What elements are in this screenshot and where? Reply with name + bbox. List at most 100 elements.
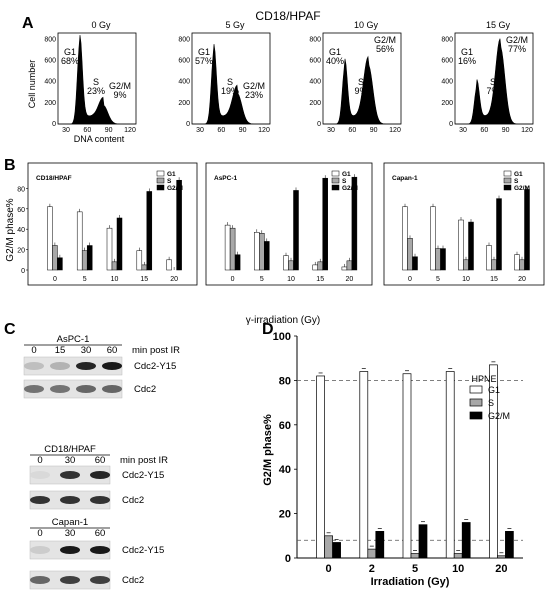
blot-time-label: 15 <box>55 345 66 356</box>
chart-title: Capan-1 <box>392 175 418 182</box>
x-tick-label: 10 <box>452 563 464 575</box>
bar <box>351 176 358 271</box>
bar <box>519 259 525 271</box>
bar <box>106 227 113 271</box>
histogram-xtick: 30 <box>62 127 70 134</box>
blot-band <box>30 496 50 504</box>
histogram-xtick: 90 <box>239 127 247 134</box>
panel-d-xlabel: Irradiation (Gy) <box>371 576 450 588</box>
y-tick-label: 40 <box>279 464 291 476</box>
legend-label: G1 <box>514 171 523 178</box>
chart-ytick: 0 <box>21 268 25 275</box>
histogram-g1-label: G1 40% <box>326 47 344 66</box>
blot-band <box>24 362 44 370</box>
histogram-ytick: 0 <box>52 121 56 128</box>
y-tick-label: 60 <box>279 420 291 432</box>
blot-band-label: Cdc2-Y15 <box>122 545 164 556</box>
blot-band <box>90 546 110 554</box>
chart-xtick: 5 <box>436 276 440 283</box>
histogram-dose-label: 5 Gy <box>225 20 245 30</box>
panel-c-western-blots: AsPC-10 15 30 60 min post IRCdc2-Y15Cdc2CD18… <box>23 334 180 590</box>
blot-band-label: Cdc2-Y15 <box>134 361 176 372</box>
bar <box>445 371 455 559</box>
chart-xtick: 15 <box>490 276 498 283</box>
chart-xtick: 15 <box>316 276 324 283</box>
y-tick-label: 0 <box>285 553 291 565</box>
bar <box>346 260 353 271</box>
panel-b-xlabel: γ-irradiation (Gy) <box>246 315 320 326</box>
legend-swatch <box>469 385 483 394</box>
histogram-curve <box>323 55 401 125</box>
legend-label: G2/M <box>488 411 510 421</box>
legend-swatch <box>503 170 512 177</box>
bar <box>486 245 492 271</box>
x-tick-label: 5 <box>412 563 418 575</box>
chart-xtick: 0 <box>53 276 57 283</box>
bar <box>461 522 471 559</box>
histogram-xtick: 120 <box>258 127 270 134</box>
bar <box>264 241 270 271</box>
bar <box>317 261 323 271</box>
legend-label: G1 <box>488 385 500 395</box>
legend-swatch <box>156 184 165 191</box>
histogram-ytick: 0 <box>186 121 190 128</box>
bar <box>489 364 498 559</box>
bar <box>224 224 231 271</box>
histogram-ytick: 200 <box>44 100 56 107</box>
chart-frame <box>383 162 545 286</box>
histogram-2: 0 200 400 600 800 30 60 90 120 10 Gy G1 40% S 9% G2/M 5… <box>309 20 402 134</box>
bar <box>312 264 318 271</box>
histogram-g1-label: G1 68% <box>61 47 79 66</box>
bar <box>359 371 369 559</box>
chart-xtick: 0 <box>408 276 412 283</box>
blot-band <box>102 362 122 370</box>
bar <box>86 245 93 271</box>
bar <box>288 260 294 271</box>
blot-band-label: Cdc2 <box>122 495 144 506</box>
histogram-xtick: 120 <box>521 127 533 134</box>
bar <box>412 256 418 271</box>
bar <box>234 254 241 271</box>
histogram-xtick: 120 <box>389 127 401 134</box>
blot-time-label: 30 <box>81 345 92 356</box>
legend-label: G2/M <box>167 185 183 192</box>
blot-time-label: 30 <box>65 528 76 539</box>
blot-band <box>76 362 96 370</box>
bar <box>254 232 260 271</box>
bar <box>463 259 469 271</box>
histogram-g2m-label: G2/M 77% <box>506 35 528 54</box>
histogram-ytick: 600 <box>178 58 190 65</box>
chart-xtick: 5 <box>83 276 87 283</box>
histogram-dose-label: 15 Gy <box>486 20 511 30</box>
bar <box>497 555 506 559</box>
histogram-xtick: 30 <box>196 127 204 134</box>
y-tick-label: 100 <box>273 331 291 343</box>
bar <box>524 189 530 271</box>
histogram-s-label: S 7% <box>486 77 499 96</box>
histogram-ytick: 800 <box>178 36 190 43</box>
histogram-ytick: 800 <box>441 36 453 43</box>
histogram-g1-label: G1 57% <box>195 47 213 66</box>
histogram-xtick: 90 <box>502 127 510 134</box>
bar <box>440 248 446 271</box>
chart-xtick: 5 <box>260 276 264 283</box>
bar <box>402 373 412 559</box>
bar <box>468 221 474 271</box>
legend-swatch <box>156 170 165 177</box>
legend-label: S <box>342 178 347 185</box>
legend-title: HPNE <box>471 374 496 384</box>
blot-band <box>76 385 96 393</box>
blot-title: CD18/HPAF <box>44 444 96 455</box>
histogram-ytick: 200 <box>309 100 321 107</box>
blot-band <box>30 546 50 554</box>
legend-label: G1 <box>342 171 351 178</box>
bar <box>47 206 53 271</box>
bar <box>259 233 265 271</box>
bar <box>293 190 299 271</box>
bar <box>52 245 58 271</box>
panel-b-ylabel: G2/M phase% <box>5 198 16 261</box>
legend-swatch <box>469 398 483 407</box>
legend-label: S <box>488 398 494 408</box>
blot-caption: min post IR <box>120 455 168 466</box>
